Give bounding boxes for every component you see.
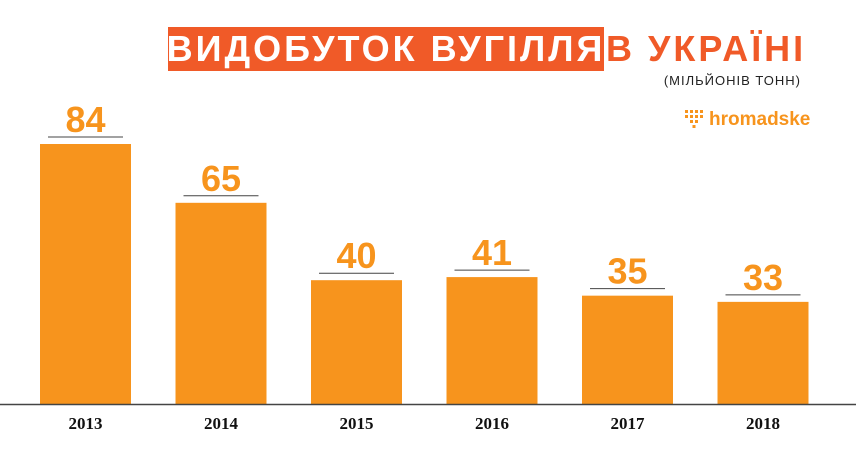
hromadske-dots-logo-icon bbox=[685, 110, 703, 128]
bar-2016 bbox=[446, 277, 538, 404]
value-labels-group: 84 65 40 41 35 33 bbox=[65, 99, 783, 298]
chart-title-rest: В УКРАЇНІ bbox=[606, 28, 807, 69]
category-label-2016: 2016 bbox=[475, 414, 509, 433]
logo-text: hromadske bbox=[709, 109, 811, 130]
bar-2018 bbox=[717, 301, 809, 404]
category-label-2015: 2015 bbox=[340, 414, 374, 433]
category-labels-group: 2013 2014 2015 2016 2017 2018 bbox=[69, 414, 781, 433]
value-label-2014: 65 bbox=[201, 158, 241, 199]
bar-2015 bbox=[311, 280, 402, 404]
bar-2017 bbox=[582, 295, 673, 404]
brand-logo: hromadske bbox=[685, 108, 810, 132]
category-label-2017: 2017 bbox=[611, 414, 646, 433]
chart-subtitle: (МІЛЬЙОНІВ ТОНН) bbox=[663, 73, 801, 88]
title-highlight-box: ВИДОБУТОК ВУГІЛЛЯ bbox=[166, 27, 606, 71]
value-label-2018: 33 bbox=[743, 257, 783, 298]
bars-group bbox=[40, 144, 809, 404]
category-label-2018: 2018 bbox=[746, 414, 780, 433]
bar-2014 bbox=[175, 202, 267, 404]
bar-2013 bbox=[40, 144, 131, 404]
label-underlines-group bbox=[48, 136, 801, 296]
value-label-2017: 35 bbox=[607, 251, 647, 292]
chart-title-highlight: ВИДОБУТОК ВУГІЛЛЯ bbox=[166, 28, 606, 69]
chart-header: ВИДОБУТОК ВУГІЛЛЯ В УКРАЇНІ (МІЛЬЙОНІВ Т… bbox=[0, 0, 856, 130]
category-label-2014: 2014 bbox=[204, 414, 239, 433]
value-label-2013: 84 bbox=[65, 99, 105, 140]
category-label-2013: 2013 bbox=[69, 414, 103, 433]
value-label-2015: 40 bbox=[336, 235, 376, 276]
value-label-2016: 41 bbox=[472, 232, 512, 273]
